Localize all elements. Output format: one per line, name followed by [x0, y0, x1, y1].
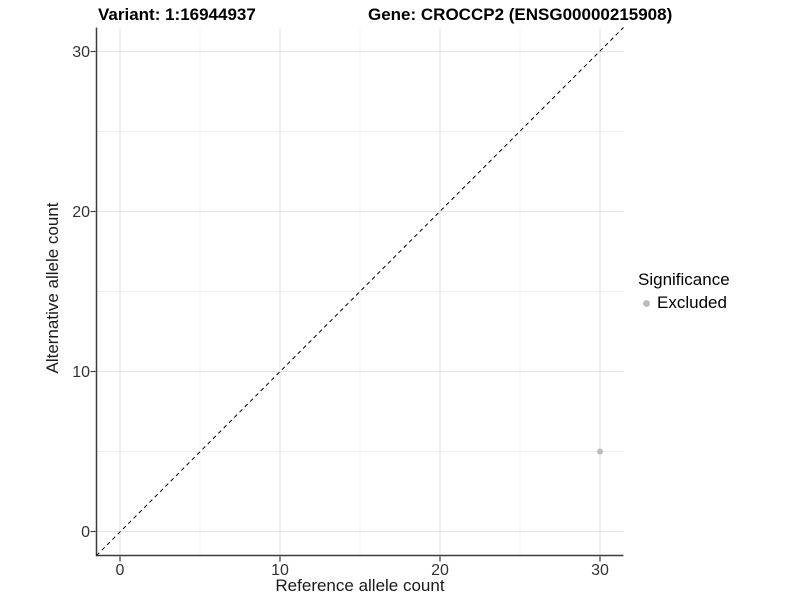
y-tick-label: 30	[72, 44, 90, 61]
legend-entry-label: Excluded	[657, 293, 727, 312]
x-tick-label: 10	[271, 562, 289, 579]
legend-point-icon	[643, 299, 650, 307]
legend-title: Significance	[638, 270, 730, 289]
gene-title: Gene: CROCCP2 (ENSG00000215908)	[368, 5, 673, 24]
y-axis-title: Alternative allele count	[43, 202, 62, 374]
x-tick-label: 0	[116, 562, 125, 579]
x-tick-label: 30	[591, 562, 609, 579]
legend: Significance Excluded	[638, 270, 730, 313]
legend-entries: Excluded	[638, 293, 730, 313]
x-axis-title: Reference allele count	[275, 576, 445, 595]
y-tick-label: 0	[81, 524, 90, 541]
y-tick-label: 20	[72, 204, 90, 221]
data-point	[597, 448, 603, 455]
y-tick-label: 10	[72, 364, 90, 381]
x-tick-label: 20	[431, 562, 449, 579]
variant-title: Variant: 1:16944937	[98, 5, 256, 24]
legend-item: Excluded	[638, 293, 730, 313]
